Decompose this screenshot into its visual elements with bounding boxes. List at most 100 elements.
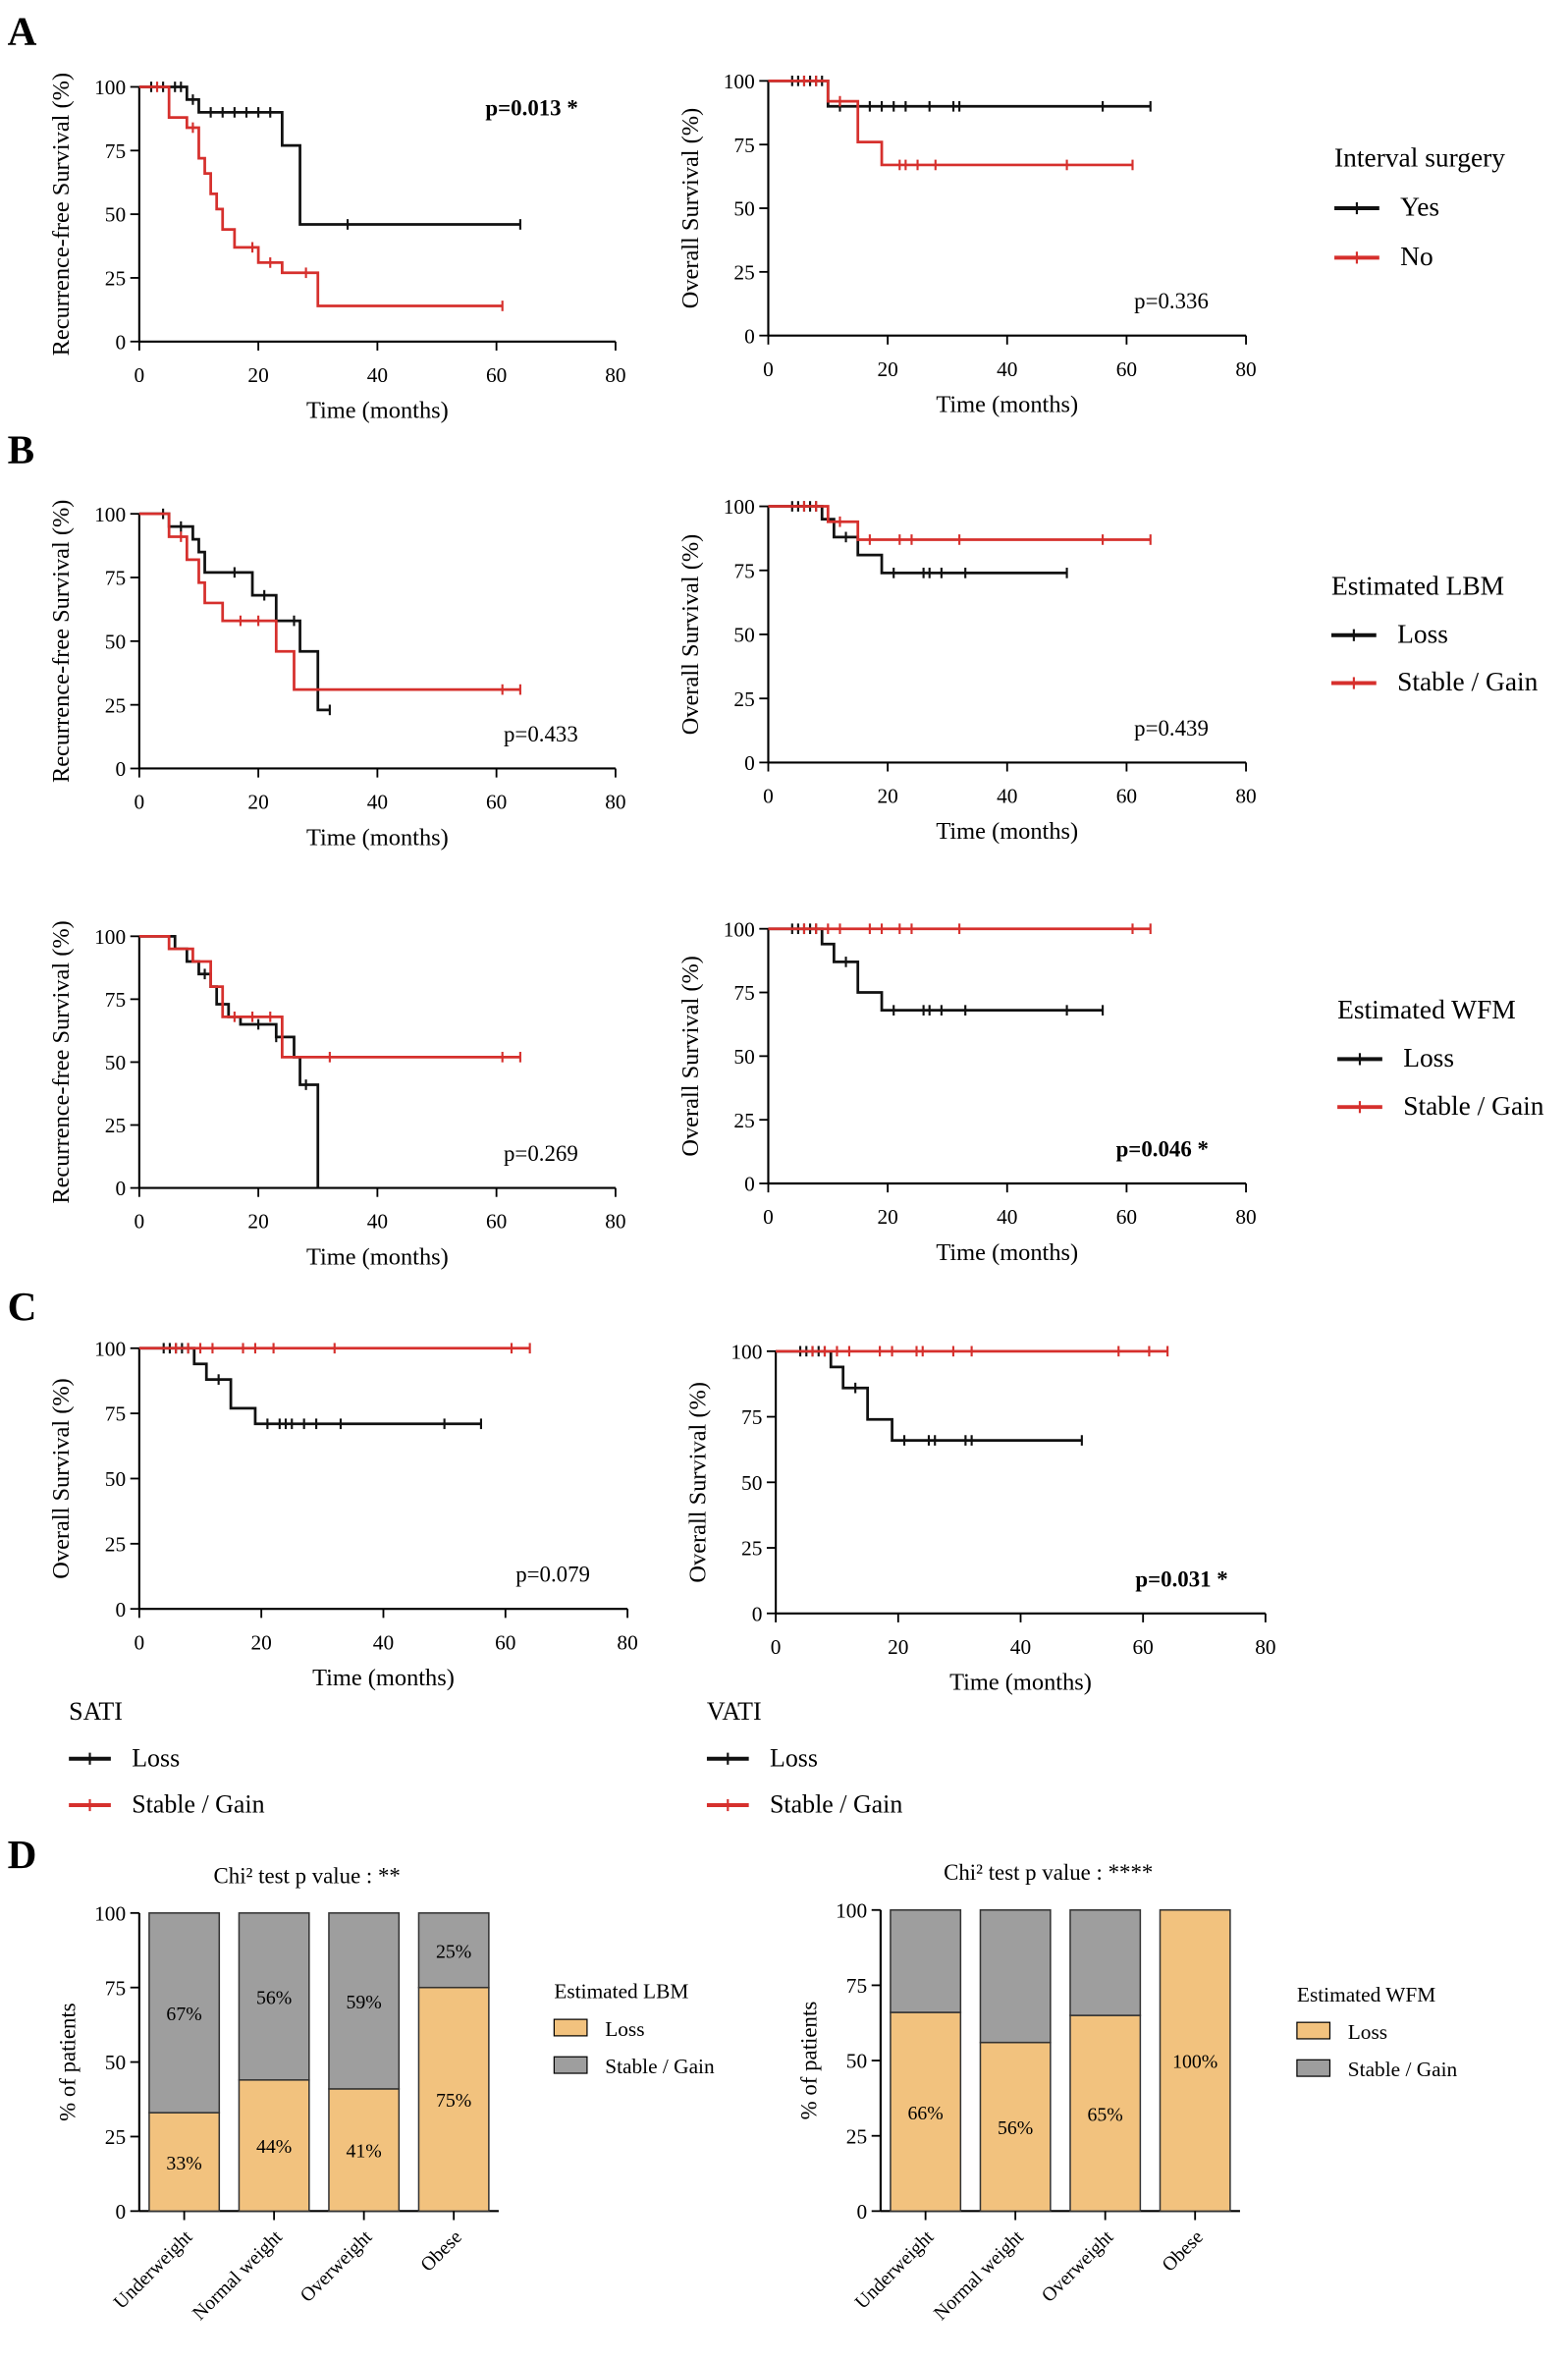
- y-tick-label: 25: [105, 1114, 126, 1137]
- x-tick-label: 40: [367, 363, 388, 387]
- legend-swatch: [1296, 2021, 1331, 2040]
- x-tick-label: Overweight: [1038, 2225, 1118, 2306]
- y-tick-label: 100: [836, 1898, 867, 1922]
- legend-title: VATI: [707, 1697, 762, 1726]
- km-chart-a1: 0 25 50 75 100 0 20 40 60 80 Time (months) Recurren…: [48, 73, 625, 424]
- survival-curve-no: [138, 85, 503, 307]
- y-axis-label: % of patients: [796, 2002, 821, 2120]
- bar-chart-d1: 0 25 50 75 100 % of patients Chi² test p value…: [55, 1863, 499, 2325]
- km-chart-b4: 0 25 50 75 100 0 20 40 60 80 Time (months) Overall …: [677, 917, 1257, 1265]
- bar-segment-stable-gain: [148, 1912, 221, 2114]
- y-tick-label: 0: [115, 330, 126, 354]
- y-tick-label: 25: [105, 2125, 126, 2149]
- y-tick-label: 50: [105, 1051, 126, 1074]
- bar-data-label: 75%: [436, 2090, 471, 2112]
- y-tick-label: 75: [105, 988, 126, 1012]
- y-tick-label: 25: [741, 1537, 762, 1561]
- y-tick-label: 75: [105, 139, 126, 163]
- legend-item-label: Loss: [1348, 2020, 1387, 2044]
- panel-letter-a: A: [8, 9, 37, 54]
- survival-curve-stable-gain: [768, 505, 1151, 541]
- x-tick-label: 40: [367, 1210, 388, 1234]
- p-value: p=0.013 *: [485, 95, 577, 120]
- x-tick-label: Underweight: [110, 2225, 197, 2313]
- legend-swatch: [1296, 2059, 1331, 2077]
- y-tick-label: 50: [105, 203, 126, 227]
- legend-title: Interval surgery: [1334, 142, 1505, 172]
- y-tick-label: 50: [105, 2051, 126, 2074]
- x-tick-label: 40: [373, 1630, 394, 1654]
- legend-item-label: Stable / Gain: [770, 1790, 902, 1819]
- legend-title: Estimated LBM: [1331, 572, 1504, 601]
- y-tick-label: 0: [744, 324, 755, 348]
- legend-sati: SATI Loss Stable / Gain: [69, 1697, 264, 1819]
- y-axis-label: Overall Survival (%): [677, 108, 704, 309]
- legend-item-label: Loss: [605, 2017, 644, 2041]
- km-chart-b1: 0 25 50 75 100 0 20 40 60 80 Time (months) Recurren…: [48, 500, 625, 851]
- bar-data-label: 25%: [436, 1941, 471, 1962]
- x-tick-label: 0: [763, 1205, 774, 1229]
- bar-data-label: 44%: [256, 2136, 292, 2158]
- x-axis-label: Time (months): [936, 1239, 1078, 1266]
- y-tick-label: 50: [105, 1467, 126, 1491]
- p-value: p=0.439: [1134, 716, 1209, 741]
- x-tick-label: 0: [135, 1630, 145, 1654]
- x-tick-label: 0: [135, 363, 145, 387]
- legend-item-label: Stable / Gain: [1403, 1091, 1544, 1121]
- x-tick-label: Obese: [1158, 2226, 1208, 2277]
- x-tick-label: 40: [367, 791, 388, 814]
- bar-segment-stable-gain: [890, 1909, 962, 2013]
- km-chart-b3: 0 25 50 75 100 0 20 40 60 80 Time (months) Recurren…: [48, 920, 625, 1270]
- bar-segment-loss: [979, 2041, 1052, 2213]
- p-value: p=0.079: [515, 1563, 590, 1587]
- survival-curve-no: [768, 79, 1133, 167]
- km-chart-b2: 0 25 50 75 100 0 20 40 60 80 Time (months) Overall …: [677, 495, 1257, 845]
- y-tick-label: 100: [724, 495, 755, 519]
- y-tick-label: 50: [733, 197, 754, 221]
- x-axis-label: Time (months): [949, 1670, 1092, 1696]
- panel-letter-d: D: [8, 1832, 37, 1877]
- x-tick-label: 60: [1116, 357, 1137, 381]
- x-tick-label: 80: [1235, 357, 1256, 381]
- y-tick-label: 25: [105, 267, 126, 291]
- y-tick-label: 50: [733, 1045, 754, 1069]
- legend-title: Estimated LBM: [554, 1980, 688, 2004]
- y-tick-label: 0: [115, 757, 126, 781]
- x-tick-label: 0: [763, 785, 774, 808]
- x-tick-label: 40: [997, 785, 1017, 808]
- bar-data-label: 65%: [1088, 2104, 1123, 2125]
- x-tick-label: 0: [135, 1210, 145, 1234]
- y-tick-label: 100: [730, 1340, 762, 1363]
- bar-segment-stable-gain: [238, 1912, 310, 2081]
- legend-item-label: Loss: [1403, 1043, 1454, 1072]
- x-tick-label: 40: [1010, 1635, 1031, 1659]
- y-tick-label: 100: [94, 925, 126, 949]
- y-tick-label: 75: [105, 1402, 126, 1426]
- x-tick-label: Overweight: [297, 2225, 377, 2306]
- y-axis-label: Overall Survival (%): [48, 1378, 75, 1579]
- y-tick-label: 25: [105, 1532, 126, 1556]
- y-tick-label: 75: [733, 559, 754, 582]
- y-tick-label: 100: [724, 70, 755, 93]
- legend-item-label: Yes: [1400, 192, 1439, 222]
- p-value: p=0.269: [504, 1141, 578, 1166]
- bar-segment-stable-gain: [1069, 1909, 1142, 2016]
- bar-segment-stable-gain: [979, 1909, 1052, 2044]
- bar-data-label: 100%: [1172, 2052, 1217, 2073]
- bar-segment-loss: [1159, 1909, 1231, 2213]
- p-value: p=0.031 *: [1135, 1566, 1227, 1591]
- y-tick-label: 75: [105, 1976, 126, 2000]
- y-axis-label: Recurrence-free Survival (%): [48, 73, 75, 356]
- x-tick-label: 60: [1116, 785, 1137, 808]
- legend-bar-wfm: Estimated WFM Loss Stable / Gain: [1296, 1983, 1458, 2081]
- y-tick-label: 100: [94, 76, 126, 99]
- y-tick-label: 75: [105, 567, 126, 590]
- x-axis-label: Time (months): [306, 824, 449, 851]
- legend-item-label: Loss: [132, 1743, 180, 1772]
- x-tick-label: 60: [1133, 1635, 1154, 1659]
- y-tick-label: 25: [733, 260, 754, 284]
- legend-title: SATI: [69, 1697, 123, 1726]
- y-axis-label: Overall Survival (%): [684, 1382, 711, 1583]
- x-tick-label: 80: [605, 363, 625, 387]
